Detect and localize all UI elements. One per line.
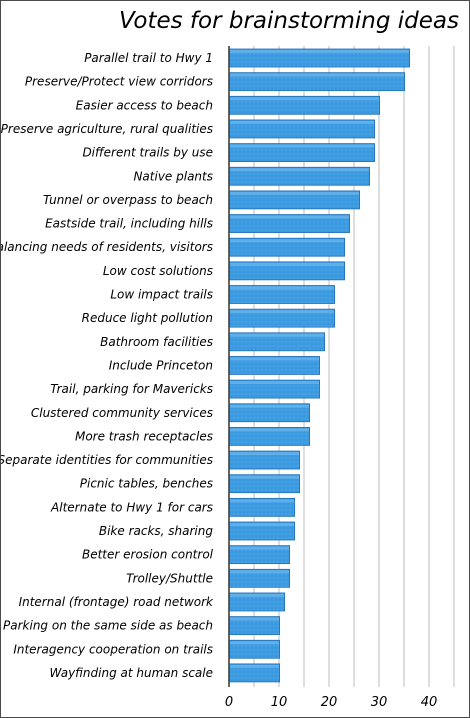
bar	[229, 119, 376, 139]
bar-highlight	[230, 97, 379, 101]
category-label: Easier access to beach	[76, 98, 213, 112]
bar-highlight	[230, 593, 284, 597]
bar-highlight	[230, 523, 294, 526]
bar	[229, 143, 376, 163]
bar-highlight	[230, 215, 349, 219]
category-label: Separate identities for communities	[1, 453, 213, 467]
category-label: Parking on the same side as beach	[3, 619, 213, 633]
bar-highlight	[230, 73, 404, 77]
bar-highlight	[230, 664, 279, 668]
bar-highlight	[230, 570, 289, 574]
x-tick-label: 30	[371, 695, 388, 710]
bar	[229, 48, 411, 68]
category-label: Low impact trails	[110, 288, 213, 302]
x-tick-label: 10	[271, 695, 288, 710]
bar	[229, 285, 336, 304]
category-label: Different trails by use	[82, 146, 213, 160]
bar	[229, 190, 361, 210]
category-label: Include Princeton	[109, 358, 213, 372]
bars-layer	[229, 48, 411, 683]
bar-highlight	[230, 120, 374, 124]
category-label: Preserve agriculture, rural qualities	[1, 122, 213, 136]
x-axis-ticks: 0 10 20 30 40	[225, 695, 437, 710]
x-tick-label: 40	[421, 695, 438, 710]
category-label: Picnic tables, benches	[80, 477, 213, 491]
bar	[229, 403, 311, 423]
bar-highlight	[230, 191, 359, 195]
bar	[229, 616, 281, 635]
bar	[229, 379, 321, 399]
category-label: Better erosion control	[82, 548, 214, 562]
category-label: Bike racks, sharing	[99, 524, 214, 538]
bar	[229, 214, 351, 233]
category-label: Reduce light pollution	[82, 311, 213, 325]
bar-highlight	[230, 310, 334, 314]
category-label: Alternate to Hwy 1 for cars	[50, 500, 213, 514]
bar-highlight	[230, 286, 334, 290]
category-label: Parallel trail to Hwy 1	[84, 51, 213, 65]
bar-highlight	[230, 50, 409, 53]
category-label: Preserve/Protect view corridors	[25, 75, 213, 89]
bar	[229, 261, 346, 281]
bar-highlight	[230, 428, 309, 432]
bar	[229, 521, 296, 541]
bar	[229, 568, 291, 588]
bar-highlight	[230, 144, 374, 148]
bar-highlight	[230, 499, 294, 503]
bar-highlight	[230, 168, 369, 172]
category-label: Low cost solutions	[103, 264, 213, 278]
bar	[229, 356, 321, 375]
category-label: Clustered community services	[31, 406, 213, 420]
category-label: Interagency cooperation on trails	[13, 642, 213, 656]
category-label: Bathroom facilities	[100, 335, 213, 349]
bar-highlight	[230, 617, 279, 621]
category-label: Tunnel or overpass to beach	[43, 193, 213, 207]
bar	[229, 166, 371, 186]
bar-highlight	[230, 641, 279, 645]
bar	[229, 308, 336, 328]
bar-highlight	[230, 239, 344, 243]
bar	[229, 450, 301, 470]
bar	[229, 545, 291, 565]
bar	[229, 95, 381, 115]
bar-highlight	[230, 546, 289, 550]
category-label: Trail, parking for Mavericks	[50, 382, 213, 396]
bar-highlight	[230, 452, 299, 456]
bar-highlight	[230, 381, 319, 385]
bar-highlight	[230, 333, 324, 337]
bar-highlight	[230, 404, 309, 408]
chart-title: Votes for brainstorming ideas	[119, 8, 459, 34]
category-label: Wayfinding at human scale	[50, 666, 213, 680]
bar	[229, 592, 286, 612]
x-tick-label: 0	[225, 695, 233, 710]
bar	[229, 474, 301, 494]
bar	[229, 663, 281, 683]
x-tick-label: 20	[321, 695, 338, 710]
bar	[229, 639, 281, 659]
category-label: Eastside trail, including hills	[45, 217, 213, 231]
category-label: Native plants	[133, 169, 213, 183]
bar	[229, 497, 296, 517]
bar	[229, 332, 326, 352]
bar	[229, 237, 346, 257]
category-label: More trash receptacles	[75, 429, 213, 443]
category-labels: Parallel trail to Hwy 1 Preserve/Protect …	[1, 51, 214, 680]
bar	[229, 72, 406, 92]
bar-highlight	[230, 475, 299, 479]
category-label: Balancing needs of residents, visitors	[1, 240, 213, 254]
category-label: Trolley/Shuttle	[126, 571, 213, 585]
category-label: Internal (frontage) road network	[19, 595, 214, 609]
bar-highlight	[230, 357, 319, 361]
bar	[229, 426, 311, 446]
bar-highlight	[230, 262, 344, 266]
